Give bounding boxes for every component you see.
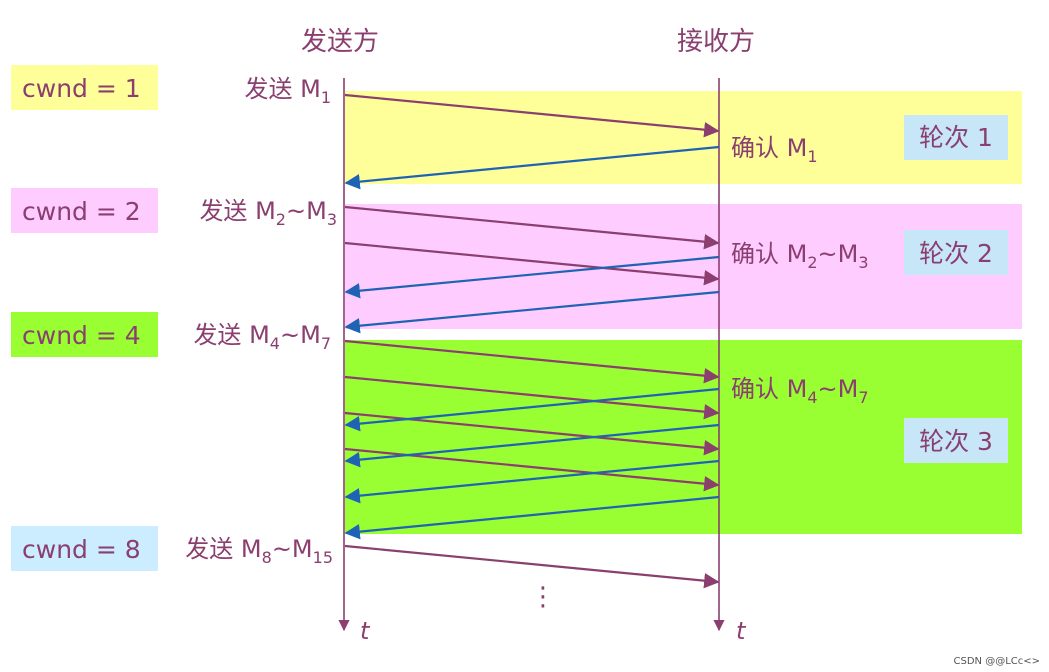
round-label-3: 轮次 3 (919, 427, 993, 456)
round-box-2-bg (904, 230, 1008, 275)
cwnd-box-3-bg (11, 312, 158, 357)
send-arrow-m5 (344, 375, 720, 420)
cwnd-box-1-bg (11, 65, 158, 110)
send-label-3: 发送 M4~M7 (193, 321, 331, 353)
send-arrow-m8 (344, 544, 720, 589)
round-label-1: 轮次 1 (919, 123, 993, 152)
round-label-2: 轮次 2 (919, 239, 993, 268)
cwnd-label-2: cwnd = 2 (22, 197, 141, 226)
round-box-2: 轮次 2 (904, 230, 1008, 275)
send-label-4: 发送 M8~M15 (185, 535, 333, 567)
cwnd-label-1: cwnd = 1 (22, 74, 141, 103)
send-arrow-m1 (344, 93, 720, 138)
ack-arrow-m4 (344, 387, 720, 432)
send-label-1: 发送 M1 (244, 75, 331, 107)
ack-arrow-m1 (344, 145, 720, 190)
watermark: CSDN @@LCc<> (954, 656, 1041, 667)
ack-arrow-m3 (344, 290, 720, 334)
continuation-ellipsis: ⋮ (530, 582, 556, 612)
round-box-3-bg (904, 418, 1008, 463)
ack-label-3: 确认 M4~M7 (731, 375, 869, 407)
ack-label-2: 确认 M2~M3 (731, 240, 869, 272)
cwnd-box-4-bg (11, 526, 158, 571)
round-box-1: 轮次 1 (904, 115, 1008, 160)
receiver-header: 接收方 (677, 27, 755, 57)
cwnd-box-4: cwnd = 8 (11, 526, 158, 571)
cwnd-box-2: cwnd = 2 (11, 188, 158, 233)
round-box-1-bg (904, 115, 1008, 160)
ack-arrow-m6 (344, 459, 720, 504)
cwnd-box-1: cwnd = 1 (11, 65, 158, 110)
send-arrow-m4 (344, 339, 720, 384)
ack-arrow-m2 (344, 255, 720, 299)
cwnd-box-2-bg (11, 188, 158, 233)
ack-label-1: 确认 M1 (731, 134, 818, 166)
ack-arrow-m5 (344, 423, 720, 468)
round-box-3: 轮次 3 (904, 418, 1008, 463)
cwnd-label-3: cwnd = 4 (22, 321, 141, 350)
receiver-time-label: t (736, 617, 747, 645)
cwnd-label-4: cwnd = 8 (22, 535, 141, 564)
send-arrow-m3 (344, 241, 720, 286)
sender-time-label: t (360, 617, 371, 645)
send-arrow-m2 (344, 205, 720, 250)
cwnd-box-3: cwnd = 4 (11, 312, 158, 357)
send-label-2: 发送 M2~M3 (199, 197, 337, 229)
sender-header: 发送方 (301, 27, 379, 57)
ack-arrow-m7 (344, 495, 720, 540)
